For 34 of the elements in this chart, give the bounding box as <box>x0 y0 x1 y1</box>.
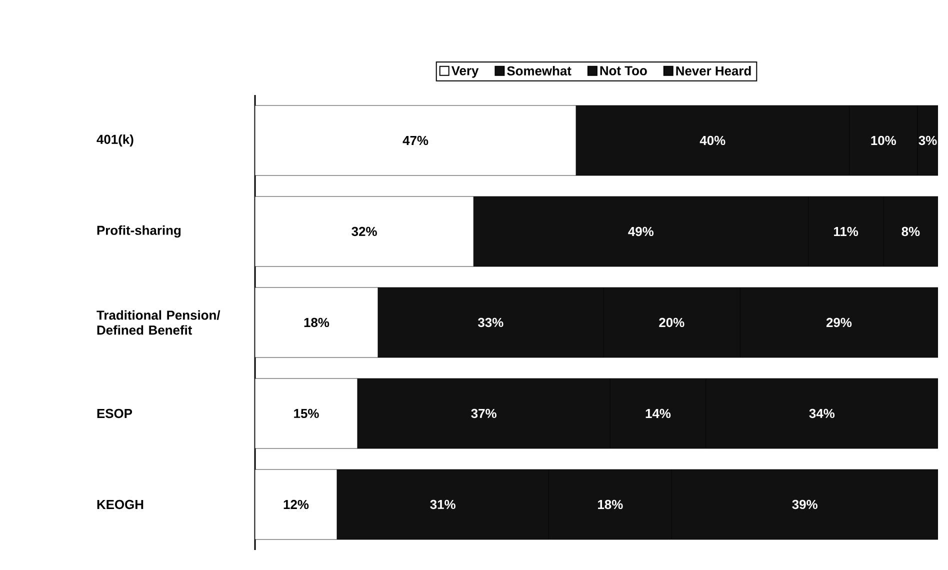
data-label: 34% <box>809 408 835 418</box>
legend-label: Somewhat <box>507 66 572 76</box>
bar <box>255 196 474 267</box>
data-label: 32% <box>352 226 377 236</box>
bar <box>255 287 378 358</box>
data-label: 49% <box>628 226 654 236</box>
data-label: 47% <box>402 136 428 146</box>
data-label: 40% <box>700 136 726 146</box>
legend-label: Not Too <box>600 66 647 76</box>
data-label: 29% <box>826 318 852 328</box>
data-label: 33% <box>478 318 504 328</box>
legend-label: Very <box>451 66 479 78</box>
data-label: 12% <box>284 500 309 510</box>
data-label: 31% <box>430 500 456 510</box>
bar <box>255 378 358 449</box>
legend-label: Never Heard <box>676 66 751 76</box>
data-label: 14% <box>646 408 671 418</box>
data-label: 18% <box>598 500 623 510</box>
y-tick-label: KEOGH <box>97 500 144 510</box>
data-label: 15% <box>294 408 319 418</box>
data-label: 20% <box>659 318 684 328</box>
bar <box>255 469 338 540</box>
y-tick-label: ESOP <box>97 408 132 418</box>
data-label: 39% <box>792 500 818 510</box>
y-tick-label: Profit-sharing <box>97 225 181 238</box>
y-tick-label: 401(k) <box>96 134 134 147</box>
data-label: 8% <box>902 226 920 236</box>
data-label: 10% <box>871 136 896 146</box>
data-label: 11% <box>834 226 858 236</box>
data-label: 3% <box>918 136 937 146</box>
y-tick-label: Traditional Pension/ Defined Benefit <box>96 310 220 335</box>
data-label: 18% <box>304 318 330 328</box>
data-label: 37% <box>471 408 496 418</box>
bar <box>255 105 576 176</box>
